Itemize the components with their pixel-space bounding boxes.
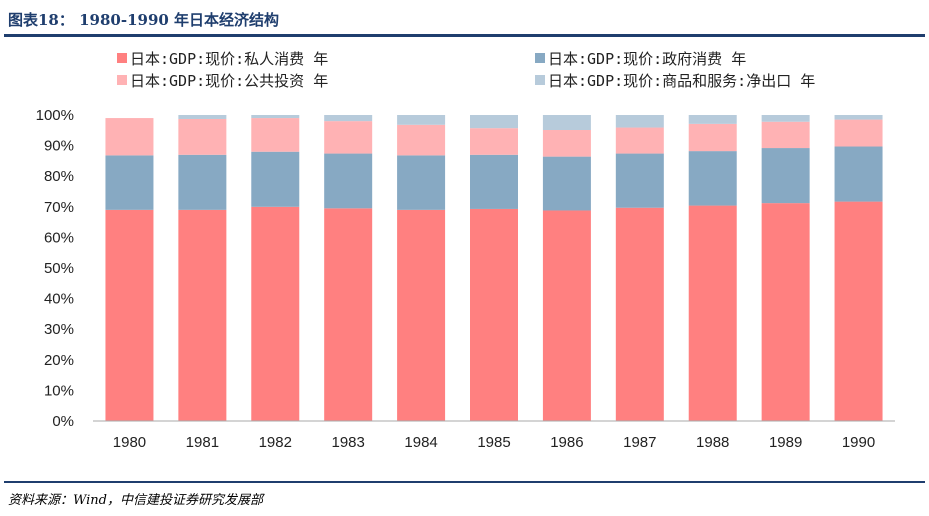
y-tick-label: 20% bbox=[44, 352, 74, 369]
bar-segment-series-4-1985 bbox=[470, 115, 518, 129]
bar-segment-series-1-1982 bbox=[251, 206, 300, 421]
bar-segment-series-3-1984 bbox=[397, 124, 446, 156]
x-tick-label: 1980 bbox=[113, 434, 146, 451]
bar-segment-series-3-1982 bbox=[251, 118, 300, 152]
bar-segment-series-1-1981 bbox=[178, 209, 227, 421]
stacked-bar-chart: 0% 10% 20% 30% 40% 50% 60% 70% 80% 90% 100% 1980 198… bbox=[36, 50, 895, 451]
bar-segment-series-3-1989 bbox=[761, 121, 810, 149]
bar-segment-series-3-1987 bbox=[615, 127, 664, 154]
chart-title: 图表18： 1980-1990 年日本经济结构 bbox=[8, 11, 280, 29]
bar-segment-series-1-1984 bbox=[397, 209, 446, 421]
x-tick-label: 1983 bbox=[331, 434, 364, 451]
bar-segment-series-1-1983 bbox=[324, 208, 373, 421]
y-tick-label: 40% bbox=[44, 291, 74, 308]
bar-segment-series-3-1990 bbox=[834, 119, 883, 147]
bar-segment-series-4-1987 bbox=[615, 115, 664, 128]
bar-segment-series-2-1983 bbox=[324, 153, 373, 209]
legend-label-2: 日本:GDP:现价:政府消费 年 bbox=[548, 50, 746, 68]
bar-segment-series-2-1988 bbox=[688, 151, 737, 206]
chart-header: 图表18： 1980-1990 年日本经济结构 bbox=[4, 6, 925, 37]
bar-segment-series-4-1983 bbox=[324, 115, 373, 122]
legend-label-4: 日本:GDP:现价:商品和服务:净出口 年 bbox=[548, 72, 815, 90]
legend-swatch-1 bbox=[117, 53, 127, 63]
bar-segment-series-1-1987 bbox=[615, 207, 664, 421]
bar-segment-series-2-1989 bbox=[761, 148, 810, 204]
bar-segment-series-2-1982 bbox=[251, 151, 300, 207]
bar-segment-series-4-1988 bbox=[688, 115, 737, 124]
source-note: 资料来源：Wind，中信建投证券研究发展部 bbox=[8, 493, 263, 508]
bar-segment-series-1-1990 bbox=[834, 201, 883, 421]
bar-segment-series-3-1985 bbox=[470, 128, 518, 155]
bar-segment-series-1-1986 bbox=[542, 210, 591, 421]
bar-segment-series-3-1986 bbox=[542, 129, 591, 157]
y-tick-label: 60% bbox=[44, 229, 74, 246]
y-tick-label: 0% bbox=[52, 413, 74, 430]
x-tick-label: 1988 bbox=[696, 434, 729, 451]
legend-swatch-4 bbox=[535, 75, 545, 85]
x-tick-label: 1984 bbox=[404, 434, 437, 451]
bar-segment-series-2-1984 bbox=[397, 155, 446, 210]
x-tick-label: 1981 bbox=[186, 434, 219, 451]
bar-segment-series-4-1990 bbox=[834, 115, 883, 120]
bar-segment-series-4-1982 bbox=[251, 115, 300, 119]
x-tick-label: 1987 bbox=[623, 434, 656, 451]
bar-segment-series-3-1983 bbox=[324, 121, 373, 154]
legend-swatch-3 bbox=[117, 75, 127, 85]
bar-segment-series-2-1981 bbox=[178, 154, 227, 210]
bar-segment-series-2-1990 bbox=[834, 146, 883, 202]
bar-segment-series-2-1980 bbox=[105, 155, 154, 210]
bar-segment-series-2-1985 bbox=[470, 154, 518, 209]
bar-segment-series-4-1986 bbox=[542, 115, 591, 130]
legend-label-1: 日本:GDP:现价:私人消费 年 bbox=[130, 50, 328, 68]
y-tick-label: 30% bbox=[44, 321, 74, 338]
bar-segment-series-3-1988 bbox=[688, 123, 737, 152]
y-tick-label: 10% bbox=[44, 382, 74, 399]
bar-segment-series-4-1981 bbox=[178, 115, 227, 119]
y-tick-label: 90% bbox=[44, 138, 74, 155]
legend-swatch-2 bbox=[535, 53, 545, 63]
bar-segment-series-1-1985 bbox=[470, 208, 518, 421]
x-tick-label: 1982 bbox=[259, 434, 292, 451]
x-tick-label: 1986 bbox=[550, 434, 583, 451]
bar-segment-series-1-1988 bbox=[688, 205, 737, 421]
y-tick-label: 80% bbox=[44, 168, 74, 185]
bar-segment-series-2-1986 bbox=[542, 156, 591, 211]
x-tick-label: 1989 bbox=[769, 434, 802, 451]
y-tick-label: 50% bbox=[44, 260, 74, 277]
bar-segment-series-4-1984 bbox=[397, 115, 446, 125]
legend-label-3: 日本:GDP:现价:公共投资 年 bbox=[130, 72, 328, 90]
bar-segment-series-1-1989 bbox=[761, 203, 810, 421]
bar-segment-series-3-1980 bbox=[105, 118, 154, 156]
bar-segment-series-2-1987 bbox=[615, 153, 664, 208]
bar-segment-series-4-1989 bbox=[761, 115, 810, 122]
y-tick-label: 100% bbox=[36, 107, 74, 124]
bar-segment-series-1-1980 bbox=[105, 209, 154, 421]
y-tick-label: 70% bbox=[44, 199, 74, 216]
x-tick-label: 1985 bbox=[477, 434, 510, 451]
x-tick-label: 1990 bbox=[842, 434, 875, 451]
footer-divider bbox=[4, 481, 925, 483]
bar-segment-series-3-1981 bbox=[178, 118, 227, 155]
